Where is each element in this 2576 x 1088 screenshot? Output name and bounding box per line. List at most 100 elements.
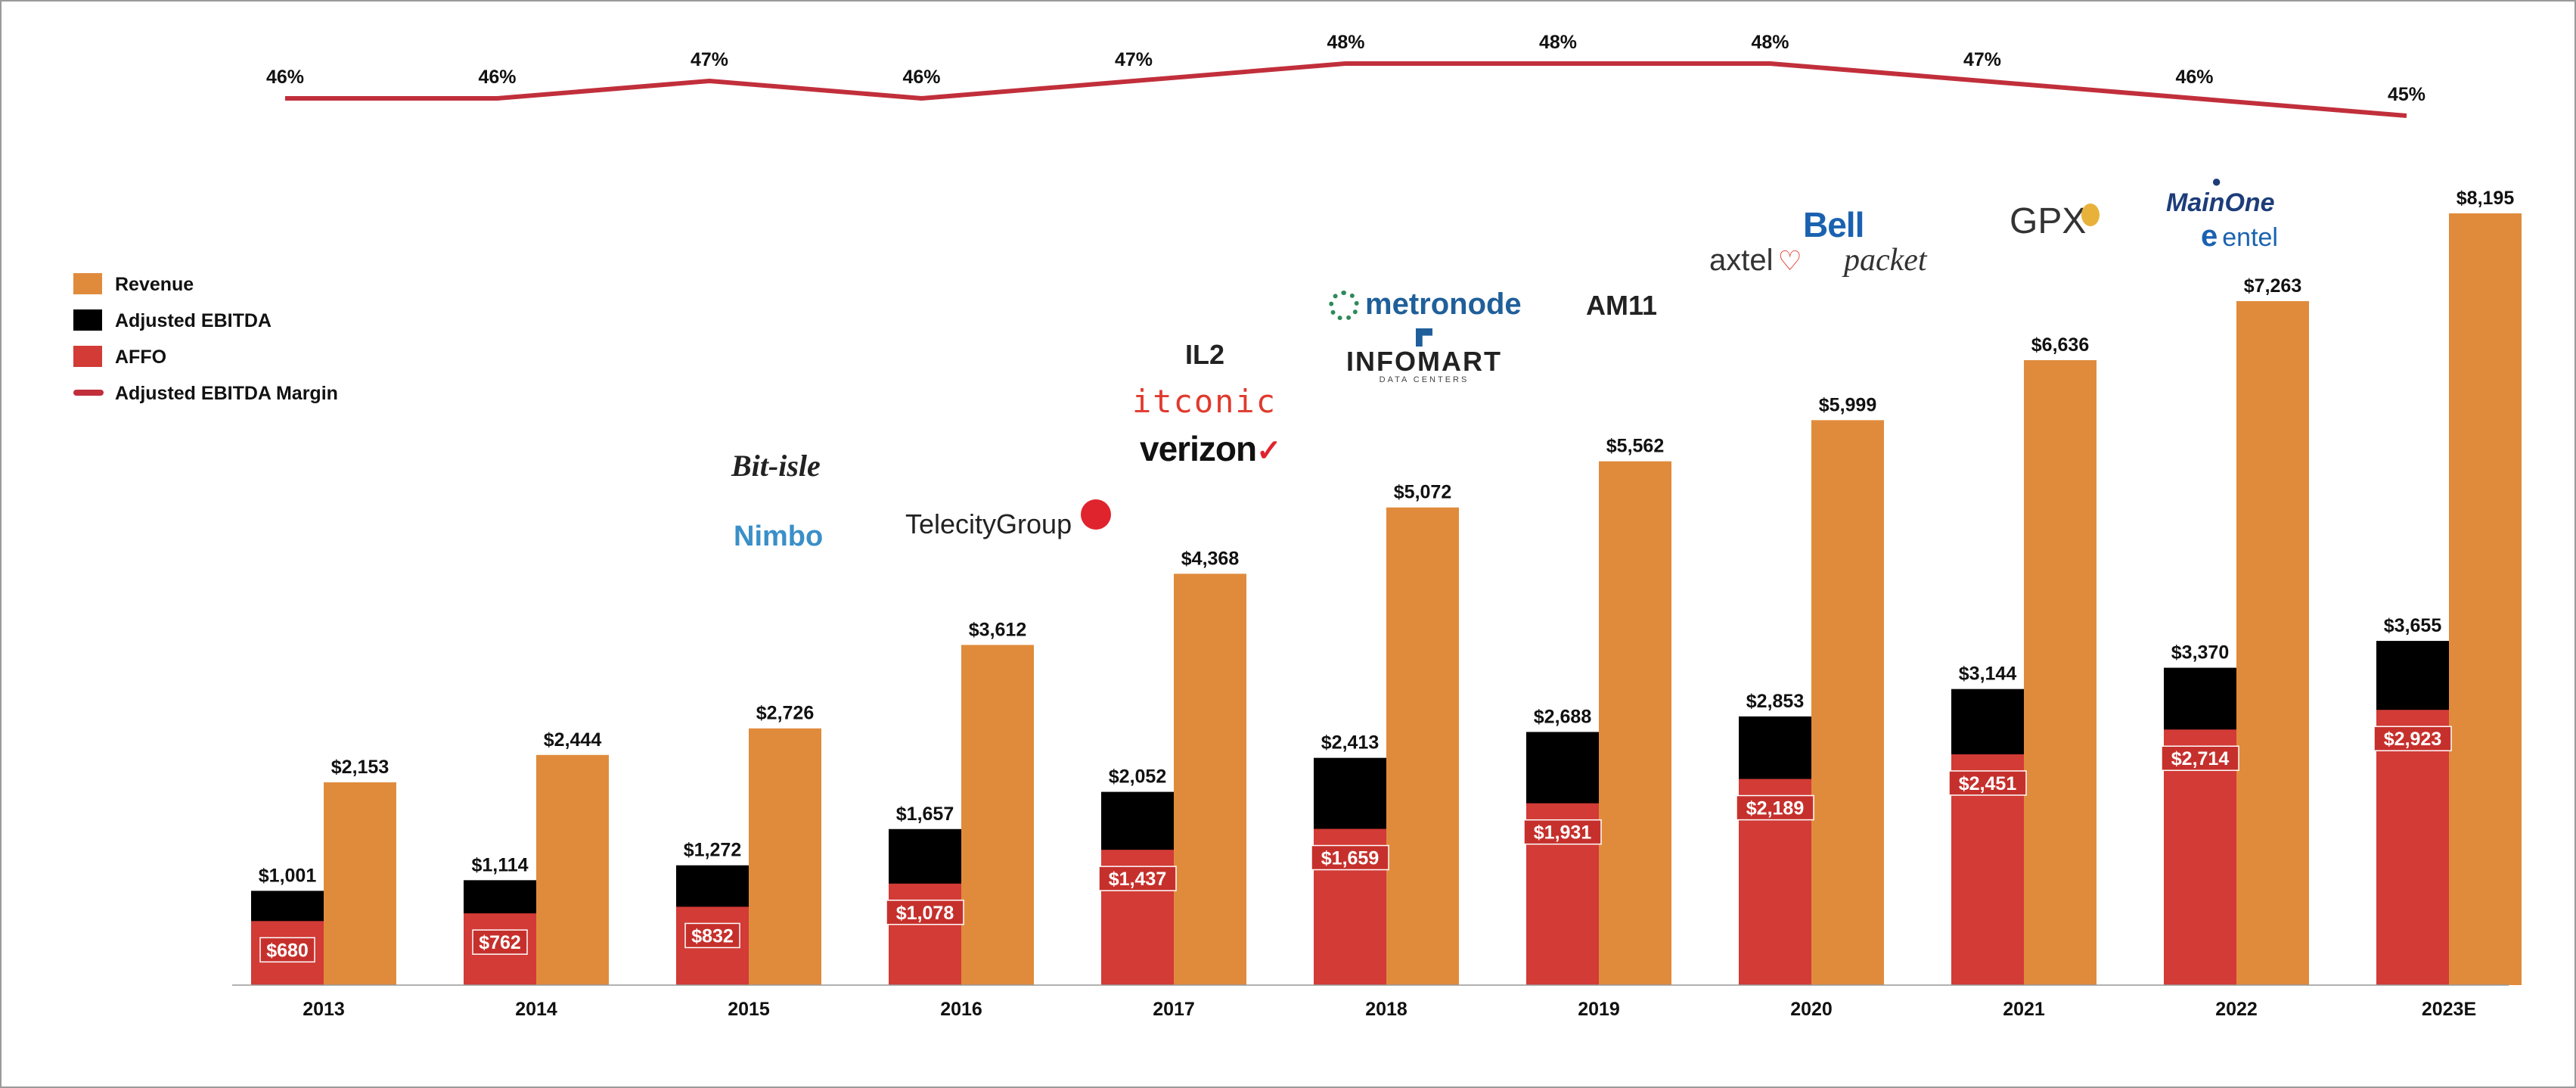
revenue-value-label: $2,726 bbox=[756, 703, 814, 724]
legend-label: Adjusted EBITDA Margin bbox=[115, 383, 338, 404]
affo-value-label: $1,437 bbox=[1109, 869, 1166, 890]
margin-value-label: 45% bbox=[2388, 84, 2425, 105]
ebitda-value-label: $1,657 bbox=[896, 804, 954, 825]
gpx-orb-icon bbox=[2081, 204, 2100, 226]
bars-layer: $1,001 $2,153 $680 $1,114 $2,444 $762 $1,272 $2… bbox=[251, 188, 2522, 985]
revenue-value-label: $3,612 bbox=[969, 619, 1026, 640]
axtel-label: axtel bbox=[1709, 244, 1774, 277]
affo-label-box bbox=[1098, 866, 1177, 891]
margin-value-label: 46% bbox=[266, 67, 304, 88]
revenue-bar bbox=[749, 728, 821, 985]
legend-swatch bbox=[73, 273, 102, 294]
verizon-label: verizon bbox=[1140, 429, 1257, 468]
affo-label-box bbox=[1523, 819, 1602, 845]
affo-label-box bbox=[684, 922, 740, 949]
margin-value-label: 47% bbox=[1963, 49, 2001, 70]
legend-swatch bbox=[73, 346, 102, 367]
margin-line bbox=[285, 61, 2407, 118]
legend: Revenue Adjusted EBITDA AFFO Adjusted EBITD… bbox=[73, 273, 338, 404]
revenue-bar bbox=[1811, 420, 1884, 985]
affo-label-box bbox=[2373, 726, 2452, 751]
ebitda-value-label: $2,052 bbox=[1109, 766, 1166, 788]
revenue-value-label: $5,072 bbox=[1394, 482, 1451, 503]
margin-value-label: 47% bbox=[691, 49, 728, 70]
affo-label-box bbox=[1736, 794, 1814, 821]
x-tick-label: 2019 bbox=[1578, 999, 1620, 1020]
revenue-value-label: $7,263 bbox=[2244, 275, 2301, 297]
affo-value-label: $832 bbox=[691, 925, 734, 947]
x-tick-label: 2022 bbox=[2215, 999, 2258, 1020]
affo-label-box bbox=[2161, 745, 2239, 771]
ebitda-value-label: $2,853 bbox=[1746, 691, 1804, 712]
bell-logo: Bell bbox=[1803, 205, 1864, 244]
metronode-ring-icon bbox=[1329, 291, 1359, 322]
margin-value-label: 46% bbox=[902, 67, 940, 88]
margin-value-label: 48% bbox=[1327, 32, 1364, 53]
x-axis: 2013 2014 2015 2016 2017 2018 2019 2020 2021 2022… bbox=[232, 984, 2509, 1020]
x-tick-label: 2014 bbox=[515, 999, 557, 1020]
ebitda-value-label: $1,272 bbox=[684, 840, 741, 861]
ebitda-value-label: $1,001 bbox=[259, 865, 317, 886]
x-tick-label: 2018 bbox=[1365, 999, 1407, 1020]
affo-label-box bbox=[472, 929, 528, 955]
gpx-label: GPX bbox=[2010, 201, 2087, 241]
revenue-bar bbox=[324, 782, 396, 985]
telecity-logo: TelecityGroup bbox=[905, 499, 1112, 540]
entel-mark-icon: e bbox=[2201, 219, 2218, 253]
infomart-logo: INFOMART DATA CENTERS bbox=[1346, 328, 1502, 384]
axtel-mark-icon: ♡ bbox=[1777, 245, 1802, 276]
affo-label-box bbox=[259, 937, 315, 963]
legend-label: Revenue bbox=[115, 274, 194, 295]
metronode-logo: metronode bbox=[1329, 288, 1522, 322]
ebitda-value-label: $1,114 bbox=[471, 854, 528, 875]
affo-value-label: $2,451 bbox=[1959, 773, 2017, 794]
affo-bar bbox=[889, 883, 961, 985]
x-tick-label: 2017 bbox=[1153, 999, 1195, 1020]
ebitda-value-label: $2,413 bbox=[1321, 732, 1379, 754]
margin-value-label: 47% bbox=[1115, 49, 1153, 70]
revenue-value-label: $8,195 bbox=[2457, 188, 2515, 209]
ebitda-value-label: $3,370 bbox=[2171, 642, 2229, 664]
affo-bar bbox=[2376, 710, 2449, 985]
revenue-bar bbox=[1599, 461, 1671, 985]
margin-value-label: 46% bbox=[478, 67, 516, 88]
affo-value-label: $2,189 bbox=[1746, 798, 1804, 819]
affo-value-label: $1,931 bbox=[1534, 822, 1592, 844]
entel-logo: e entel bbox=[2201, 219, 2278, 253]
bitisle-logo: Bit-isle bbox=[731, 449, 821, 483]
revenue-bar bbox=[536, 754, 609, 985]
legend-line-swatch bbox=[73, 390, 104, 396]
legend-swatch bbox=[73, 309, 102, 331]
packet-logo: packet bbox=[1844, 243, 1927, 278]
revenue-value-label: $2,444 bbox=[544, 729, 602, 751]
affo-value-label: $2,923 bbox=[2384, 729, 2441, 750]
x-tick-label: 2023E bbox=[2422, 999, 2476, 1020]
mainone-dots-icon: ● bbox=[2211, 172, 2222, 191]
mainone-logo: ● MainOne bbox=[2166, 172, 2275, 218]
revenue-bar bbox=[961, 645, 1034, 985]
nimbo-logo: Nimbo bbox=[734, 521, 824, 552]
infomart-mark-icon bbox=[1415, 328, 1432, 347]
telecity-mark-icon bbox=[1081, 499, 1112, 530]
ebitda-value-label: $3,655 bbox=[2384, 615, 2442, 636]
ebitda-value-label: $3,144 bbox=[1959, 664, 2017, 685]
verizon-check-icon: ✓ bbox=[1256, 434, 1282, 468]
affo-value-label: $762 bbox=[479, 932, 521, 953]
revenue-value-label: $4,368 bbox=[1181, 548, 1240, 569]
affo-bar bbox=[2164, 729, 2236, 985]
telecity-label: TelecityGroup bbox=[905, 508, 1072, 539]
affo-value-label: $1,078 bbox=[896, 903, 954, 924]
revenue-bar bbox=[1386, 507, 1459, 985]
revenue-value-label: $2,153 bbox=[331, 757, 389, 778]
affo-label-box bbox=[1948, 770, 2027, 796]
entel-label: entel bbox=[2222, 223, 2278, 252]
margin-value-label: 48% bbox=[1539, 32, 1577, 53]
margin-line-layer: 46% 46% 47% 46% 47% 48% 48% 48% 47% 46% 45% bbox=[266, 32, 2425, 118]
infomart-sublabel: DATA CENTERS bbox=[1379, 375, 1470, 384]
affo-value-label: $1,659 bbox=[1321, 848, 1379, 869]
metronode-label: metronode bbox=[1365, 288, 1522, 321]
revenue-value-label: $6,636 bbox=[2031, 334, 2089, 356]
axtel-logo: axtel ♡ bbox=[1709, 244, 1802, 278]
